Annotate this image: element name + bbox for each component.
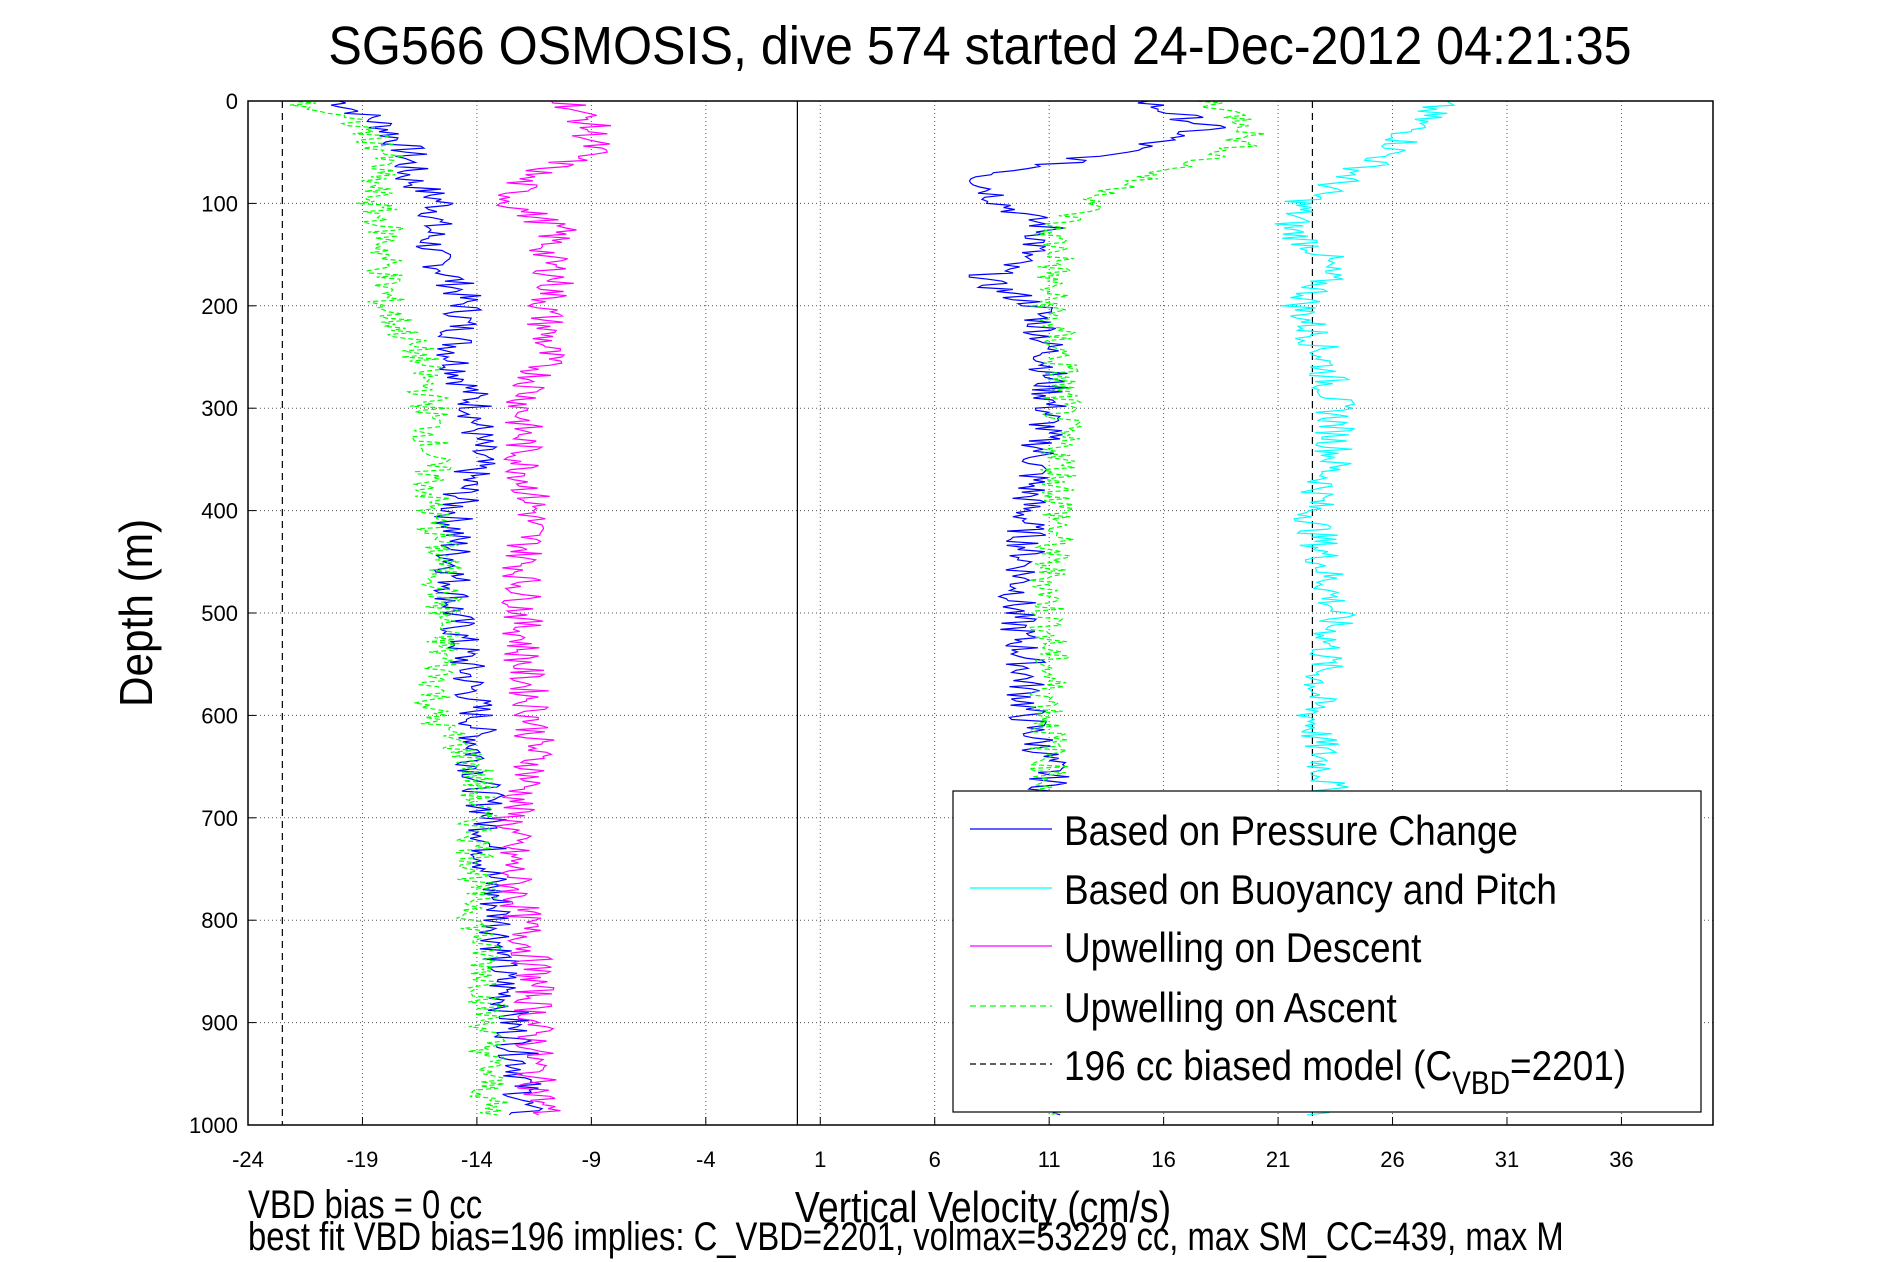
legend-label: Upwelling on Descent xyxy=(1064,925,1421,972)
chart-title: SG566 OSMOSIS, dive 574 started 24-Dec-2… xyxy=(328,16,1631,76)
y-axis-label: Depth (m) xyxy=(111,519,162,707)
legend-label: Based on Pressure Change xyxy=(1064,808,1518,855)
x-axis-label: Vertical Velocity (cm/s) xyxy=(795,1182,1171,1232)
x-tick-label: 16 xyxy=(1151,1147,1175,1172)
series-line xyxy=(289,100,509,1116)
legend-label: Based on Buoyancy and Pitch xyxy=(1064,867,1557,914)
y-tick-label: 800 xyxy=(201,908,238,933)
best-fit-annotation: best fit VBD bias=196 implies: C_VBD=220… xyxy=(248,1214,1564,1259)
series-line xyxy=(492,100,612,1116)
y-tick-label: 100 xyxy=(201,191,238,216)
x-tick-label: 11 xyxy=(1038,1147,1061,1172)
plot-area-frame xyxy=(247,100,1714,1126)
y-tick-label: 700 xyxy=(201,806,238,831)
x-tick-label: -19 xyxy=(347,1147,379,1172)
x-tick-label: 31 xyxy=(1495,1147,1519,1172)
y-tick-label: 200 xyxy=(201,294,238,319)
x-tick-label: 26 xyxy=(1380,1147,1404,1172)
y-tick-labels: 0 100 200 300 400 500 600 700 800 900 1000 xyxy=(189,89,238,1138)
y-tick-label: 600 xyxy=(201,703,238,728)
x-tick-label: 6 xyxy=(929,1147,941,1172)
legend-label: 196 cc biased model (CVBD=2201) xyxy=(1064,1043,1626,1102)
legend-box xyxy=(952,790,1702,1113)
x-tick-label: -9 xyxy=(582,1147,602,1172)
x-tick-label: -14 xyxy=(461,1147,493,1172)
x-tick-label: 21 xyxy=(1266,1147,1290,1172)
y-tick-label: 0 xyxy=(226,89,238,114)
legend: Based on Pressure Change Based on Buoyanc… xyxy=(952,790,1702,1113)
x-tick-label: 36 xyxy=(1609,1147,1633,1172)
y-tick-label: 400 xyxy=(201,499,238,524)
y-tick-label: 900 xyxy=(201,1011,238,1036)
x-tick-label: -24 xyxy=(232,1147,264,1172)
vbd-bias-annotation: VBD bias = 0 cc xyxy=(248,1182,482,1227)
y-tick-label: 500 xyxy=(201,601,238,626)
series-line xyxy=(330,100,544,1116)
x-tick-label: -4 xyxy=(696,1147,716,1172)
x-tick-label: 1 xyxy=(814,1147,826,1172)
y-tick-label: 1000 xyxy=(189,1113,238,1138)
y-tick-label: 300 xyxy=(201,396,238,421)
legend-label: Upwelling on Ascent xyxy=(1064,985,1397,1032)
x-tick-labels: -24 -19 -14 -9 -4 1 6 11 16 21 26 31 36 xyxy=(232,1147,1634,1172)
